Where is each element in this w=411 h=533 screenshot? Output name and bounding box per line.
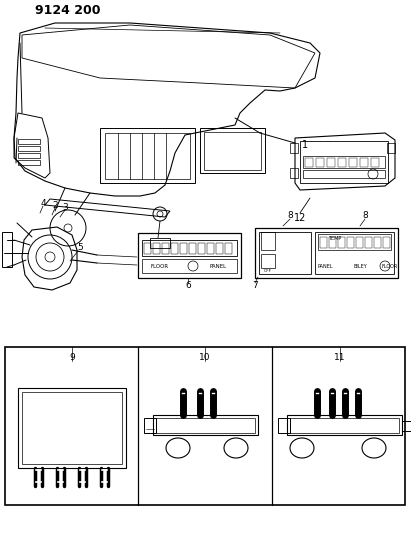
Text: OFF: OFF [264,269,272,273]
Text: 11: 11 [334,353,346,362]
Bar [138,233,241,278]
Bar [261,254,275,268]
Text: 3: 3 [62,203,68,212]
Bar [153,243,160,254]
Bar [180,243,187,254]
Bar [365,237,372,248]
Bar [100,128,195,183]
Bar [349,158,357,167]
Text: 5: 5 [77,244,83,253]
Bar [204,132,261,170]
Text: 9: 9 [69,353,75,362]
Text: 1: 1 [302,140,308,150]
Bar [315,232,394,274]
Text: FLOOR: FLOOR [382,263,398,269]
Bar [144,243,151,254]
Bar [347,237,354,248]
Bar [142,240,237,256]
Bar [303,156,385,168]
Bar [371,158,379,167]
Text: 4: 4 [40,198,46,207]
Text: 12: 12 [294,213,306,223]
Bar [200,128,265,173]
Bar [290,418,399,433]
Bar [305,158,313,167]
Bar [153,415,258,435]
Bar [18,146,40,151]
Text: BILEY: BILEY [353,263,367,269]
Bar [356,237,363,248]
Bar [2,232,12,267]
Bar [329,237,336,248]
Bar [142,259,237,273]
Bar [18,153,40,158]
Text: PANEL: PANEL [210,263,226,269]
Bar [105,133,190,179]
Text: FLOOR: FLOOR [151,263,169,269]
Bar [5,347,405,505]
Text: 6: 6 [185,281,191,290]
Bar [320,237,327,248]
Bar [327,158,335,167]
Text: 9124 200: 9124 200 [35,4,101,18]
Bar [338,237,345,248]
Bar [216,243,223,254]
Bar [387,143,395,153]
Bar [255,228,398,278]
Bar [290,168,298,178]
Bar [318,234,391,250]
Bar [261,232,275,250]
Bar [171,243,178,254]
Bar [383,237,390,248]
Text: TEMP: TEMP [328,236,342,240]
Bar [207,243,214,254]
Bar [316,158,324,167]
Bar [287,415,402,435]
Bar [150,238,170,248]
Bar [259,232,311,274]
Text: 8: 8 [362,212,368,221]
Bar [360,158,368,167]
Bar [303,170,385,178]
Bar [18,139,40,144]
Bar [225,243,232,254]
Text: 10: 10 [199,353,211,362]
Bar [402,421,411,431]
Text: 2: 2 [52,200,58,209]
Bar [162,243,169,254]
Text: 7: 7 [252,281,258,290]
Bar [374,237,381,248]
Bar [300,141,388,183]
Bar [278,418,290,433]
Bar [198,243,205,254]
Bar [18,160,40,165]
Bar [338,158,346,167]
Bar [22,392,122,464]
Bar [189,243,196,254]
Bar [290,143,298,153]
Bar [156,418,255,433]
Bar [144,418,156,433]
Text: PANEL: PANEL [317,263,333,269]
Text: 8: 8 [287,212,293,221]
Bar [18,388,126,468]
